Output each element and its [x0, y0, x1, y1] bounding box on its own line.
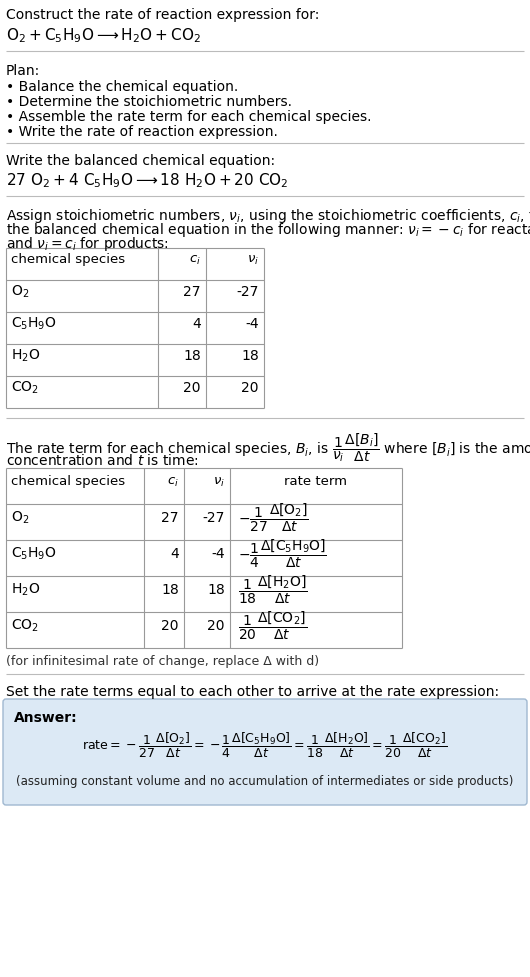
Text: concentration and $t$ is time:: concentration and $t$ is time:: [6, 452, 199, 468]
Text: 18: 18: [241, 349, 259, 362]
Text: • Balance the chemical equation.: • Balance the chemical equation.: [6, 80, 238, 94]
Text: $-\dfrac{1}{4}\dfrac{\Delta[\mathrm{C_5H_9O}]}{\Delta t}$: $-\dfrac{1}{4}\dfrac{\Delta[\mathrm{C_5H…: [238, 537, 327, 570]
Text: Assign stoichiometric numbers, $\nu_i$, using the stoichiometric coefficients, $: Assign stoichiometric numbers, $\nu_i$, …: [6, 207, 530, 225]
Text: $\mathrm{CO_2}$: $\mathrm{CO_2}$: [11, 379, 39, 396]
Text: the balanced chemical equation in the following manner: $\nu_i = -c_i$ for react: the balanced chemical equation in the fo…: [6, 221, 530, 238]
Text: $c_i$: $c_i$: [189, 253, 201, 267]
FancyBboxPatch shape: [3, 700, 527, 805]
Text: -27: -27: [202, 510, 225, 525]
Text: $\mathrm{CO_2}$: $\mathrm{CO_2}$: [11, 617, 39, 633]
Text: Set the rate terms equal to each other to arrive at the rate expression:: Set the rate terms equal to each other t…: [6, 684, 499, 699]
Text: -4: -4: [211, 546, 225, 561]
Text: 4: 4: [192, 317, 201, 330]
Text: chemical species: chemical species: [11, 253, 125, 266]
Text: The rate term for each chemical species, $B_i$, is $\dfrac{1}{\nu_i}\dfrac{\Delt: The rate term for each chemical species,…: [6, 431, 530, 463]
Text: $\mathrm{O_2}$: $\mathrm{O_2}$: [11, 283, 29, 300]
Text: chemical species: chemical species: [11, 475, 125, 488]
Text: Plan:: Plan:: [6, 64, 40, 78]
Text: $-\dfrac{1}{27}\dfrac{\Delta[\mathrm{O_2}]}{\Delta t}$: $-\dfrac{1}{27}\dfrac{\Delta[\mathrm{O_2…: [238, 501, 309, 533]
Text: $\dfrac{1}{20}\dfrac{\Delta[\mathrm{CO_2}]}{\Delta t}$: $\dfrac{1}{20}\dfrac{\Delta[\mathrm{CO_2…: [238, 610, 307, 642]
Text: 20: 20: [162, 618, 179, 632]
Text: $\dfrac{1}{18}\dfrac{\Delta[\mathrm{H_2O}]}{\Delta t}$: $\dfrac{1}{18}\dfrac{\Delta[\mathrm{H_2O…: [238, 573, 308, 606]
Text: rate term: rate term: [285, 475, 348, 488]
Text: 20: 20: [208, 618, 225, 632]
Text: • Write the rate of reaction expression.: • Write the rate of reaction expression.: [6, 125, 278, 139]
Text: • Assemble the rate term for each chemical species.: • Assemble the rate term for each chemic…: [6, 109, 372, 124]
Text: 27: 27: [183, 284, 201, 299]
Text: Write the balanced chemical equation:: Write the balanced chemical equation:: [6, 153, 275, 168]
Text: 18: 18: [183, 349, 201, 362]
Text: $c_i$: $c_i$: [167, 475, 179, 488]
Text: 27: 27: [162, 510, 179, 525]
Text: $\mathrm{H_2O}$: $\mathrm{H_2O}$: [11, 348, 40, 363]
Text: 20: 20: [183, 381, 201, 395]
Text: 18: 18: [161, 582, 179, 596]
Text: $\mathrm{27\ O_2 + 4\ C_5H_9O \longrightarrow 18\ H_2O + 20\ CO_2}$: $\mathrm{27\ O_2 + 4\ C_5H_9O \longright…: [6, 171, 289, 190]
Text: -27: -27: [236, 284, 259, 299]
Text: and $\nu_i = c_i$ for products:: and $\nu_i = c_i$ for products:: [6, 234, 169, 253]
Text: $\nu_i$: $\nu_i$: [247, 253, 259, 267]
Text: • Determine the stoichiometric numbers.: • Determine the stoichiometric numbers.: [6, 95, 292, 108]
Text: $\mathrm{O_2}$: $\mathrm{O_2}$: [11, 509, 29, 526]
Text: $\mathrm{O_2 + C_5H_9O \longrightarrow H_2O + CO_2}$: $\mathrm{O_2 + C_5H_9O \longrightarrow H…: [6, 26, 201, 45]
Text: $\nu_i$: $\nu_i$: [213, 475, 225, 488]
Text: $\mathrm{C_5H_9O}$: $\mathrm{C_5H_9O}$: [11, 545, 57, 562]
Text: $\mathrm{C_5H_9O}$: $\mathrm{C_5H_9O}$: [11, 316, 57, 332]
Text: $\mathrm{rate} = -\dfrac{1}{27}\dfrac{\Delta[\mathrm{O_2}]}{\Delta t} = -\dfrac{: $\mathrm{rate} = -\dfrac{1}{27}\dfrac{\D…: [83, 730, 447, 759]
Text: Answer:: Answer:: [14, 710, 77, 724]
Text: (assuming constant volume and no accumulation of intermediates or side products): (assuming constant volume and no accumul…: [16, 774, 514, 787]
Text: Construct the rate of reaction expression for:: Construct the rate of reaction expressio…: [6, 8, 320, 21]
Text: (for infinitesimal rate of change, replace Δ with d): (for infinitesimal rate of change, repla…: [6, 655, 319, 667]
Text: $\mathrm{H_2O}$: $\mathrm{H_2O}$: [11, 581, 40, 598]
Text: 4: 4: [170, 546, 179, 561]
Text: -4: -4: [245, 317, 259, 330]
Text: 20: 20: [242, 381, 259, 395]
Text: 18: 18: [207, 582, 225, 596]
